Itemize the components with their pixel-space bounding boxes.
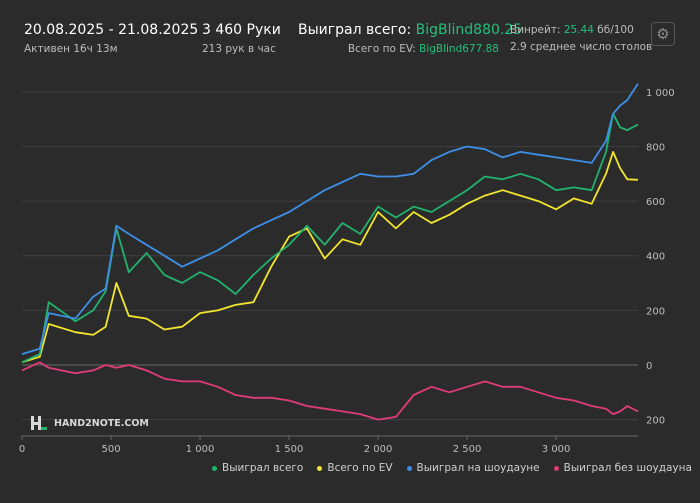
legend-label: Выиграл всего: [222, 462, 304, 474]
hands-per-hour: 213 рук в час: [202, 43, 276, 55]
y-tick-label: 400: [646, 252, 665, 263]
watermark-text: HAND2NOTE.COM: [54, 417, 149, 429]
ev-total-value: BigBlind677.88: [419, 43, 499, 55]
winrate: Винрейт: 25.44 бб/100: [510, 24, 652, 36]
legend-item-ev[interactable]: Всего по EV: [317, 462, 393, 474]
legend-dot-icon: [553, 465, 559, 471]
active-time: Активен 16ч 13м: [24, 43, 118, 55]
ev-total: Всего по EV: BigBlind677.88: [298, 43, 499, 55]
y-tick-label: 800: [646, 142, 665, 153]
line-showdown: [21, 83, 639, 355]
gear-icon[interactable]: ⚙: [651, 22, 675, 46]
line-ev: [21, 151, 639, 364]
x-tick-label: 2 000: [364, 444, 393, 455]
hand2note-watermark: HAND2NOTE.COM: [30, 414, 149, 432]
x-tick-label: 2 500: [453, 444, 482, 455]
won-total-label: Выиграл всего:: [298, 22, 412, 38]
winrate-label: Винрейт:: [510, 24, 561, 36]
won-total: Выиграл всего: BigBlind880.25: [298, 22, 522, 38]
y-tick-label: 1 000: [646, 88, 675, 99]
legend-label: Выиграл без шоудауна: [563, 462, 692, 474]
won-total-value: BigBlind880.25: [415, 22, 523, 38]
y-tick-label: 200: [646, 306, 665, 317]
date-range: 20.08.2025 - 21.08.2025: [24, 22, 199, 38]
legend-item-showdown[interactable]: Выиграл на шоудауне: [406, 462, 540, 474]
x-tick-label: 1 000: [186, 444, 215, 455]
hands-count: 3 460 Руки: [202, 22, 281, 38]
winrate-value: 25.44: [563, 24, 594, 36]
x-tick-label: 0: [19, 444, 25, 455]
ev-total-label: Всего по EV:: [347, 43, 416, 55]
winrate-unit: бб/100: [597, 24, 634, 36]
avg-tables: 2.9 среднее число столов: [510, 41, 653, 53]
legend-label: Всего по EV: [327, 462, 393, 474]
y-tick-label: 600: [646, 197, 665, 208]
x-tick-label: 1 500: [275, 444, 304, 455]
legend-item-won-total[interactable]: Выиграл всего: [212, 462, 303, 474]
y-tick-label: 200: [646, 416, 665, 427]
line-no-showdown: [21, 361, 639, 421]
legend-label: Выиграл на шоудауне: [416, 462, 540, 474]
y-tick-label: 0: [646, 361, 652, 372]
x-tick-label: 3 000: [542, 444, 571, 455]
legend-dot-icon: [406, 465, 412, 471]
legend-dot-icon: [317, 465, 323, 471]
legend-dot-icon: [212, 465, 217, 471]
legend-item-no-showdown[interactable]: Выиграл без шоудауна: [553, 462, 692, 474]
hand2note-logo-icon: [30, 414, 48, 432]
line-won-total: [21, 112, 639, 364]
chart-legend: Выиграл всего Всего по EV Выиграл на шоу…: [212, 462, 692, 474]
x-tick-label: 500: [101, 444, 120, 455]
